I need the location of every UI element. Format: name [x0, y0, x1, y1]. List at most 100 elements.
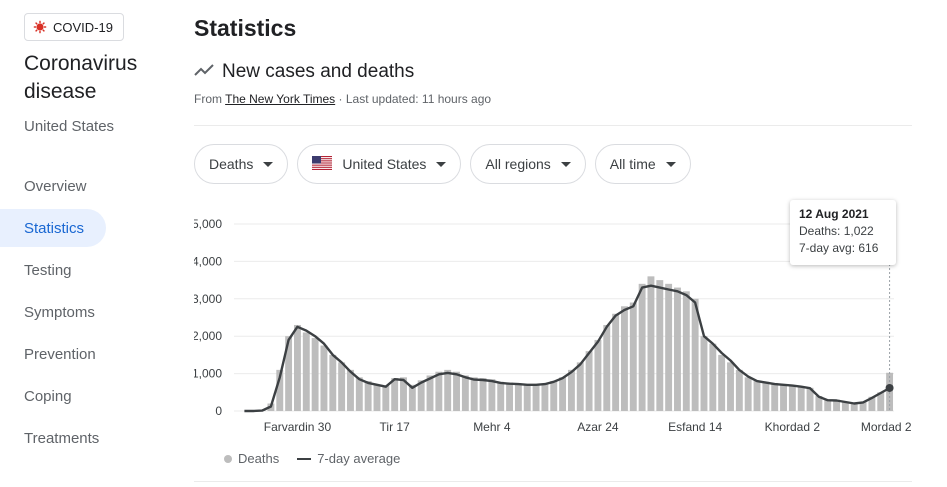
bar-deaths [488, 379, 496, 411]
metric-dropdown-label: Deaths [209, 156, 254, 172]
bar-deaths [841, 401, 849, 411]
bar-deaths [647, 276, 655, 411]
sidebar: COVID-19 Coronavirus disease United Stat… [0, 0, 160, 487]
bar-deaths [806, 387, 814, 411]
metric-dropdown[interactable]: Deaths [194, 144, 289, 184]
country-dropdown[interactable]: United States [297, 144, 462, 184]
y-tick-label: 5,000 [194, 217, 222, 231]
bar-deaths [780, 384, 787, 411]
bar-deaths [435, 371, 443, 411]
bar-deaths [603, 324, 611, 411]
chart-svg: 0 1,000 2,000 3,000 4,000 5,000 Farvardin 30 Ti… [192, 204, 919, 434]
sidebar-item-overview[interactable]: Overview [24, 177, 87, 195]
chart-tooltip: 12 Aug 2021 Deaths: 1,022 7-day avg: 616 [790, 200, 896, 265]
bar-deaths [559, 377, 567, 411]
bar-deaths [391, 378, 399, 411]
bar-deaths [532, 384, 540, 411]
bar-deaths [311, 338, 319, 411]
sidebar-item-testing[interactable]: Testing [24, 261, 72, 279]
caret-down-icon [560, 161, 571, 167]
bar-deaths [665, 283, 673, 411]
bar-deaths [453, 371, 460, 411]
y-tick-label: 0 [215, 404, 222, 418]
bar-deaths [373, 384, 381, 411]
sidebar-item-treatments[interactable]: Treatments [24, 429, 100, 447]
bar-deaths [408, 384, 416, 411]
bar-deaths [691, 298, 699, 411]
sidebar-item-coping[interactable]: Coping [24, 387, 72, 405]
sidebar-item-prevention[interactable]: Prevention [24, 345, 96, 363]
bar-deaths [850, 402, 858, 411]
line-7day-average [244, 284, 891, 413]
country-label: United States [24, 118, 115, 135]
bar-deaths [620, 306, 628, 411]
bar-deaths [594, 339, 602, 411]
hover-point [885, 383, 894, 392]
tooltip-date: 12 Aug 2021 [799, 207, 869, 221]
tooltip-average: 7-day avg: 616 [799, 241, 879, 255]
sidebar-item-symptoms[interactable]: Symptoms [24, 303, 95, 321]
bar-deaths [479, 378, 487, 411]
bar-deaths [461, 375, 469, 411]
bar-deaths [426, 375, 434, 411]
disease-title: Coronavirus disease [24, 52, 138, 103]
trending-icon [194, 63, 214, 82]
bar-deaths [612, 313, 620, 411]
bar-deaths [877, 392, 885, 411]
section-title: New cases and deaths [222, 61, 415, 82]
legend-label-average: 7-day average [317, 451, 401, 466]
legend-label-deaths: Deaths [238, 451, 280, 466]
bar-deaths [523, 384, 531, 411]
bar-deaths [329, 354, 337, 411]
bar-deaths [364, 381, 372, 411]
bar-deaths [347, 369, 354, 411]
x-tick-label: Azar 24 [577, 420, 619, 434]
last-updated: · Last updated: 11 hours ago [338, 92, 492, 106]
region-dropdown-label: All regions [485, 156, 551, 172]
bar-deaths [541, 384, 549, 411]
time-dropdown[interactable]: All time [594, 144, 691, 184]
bar-deaths [727, 362, 734, 411]
bar-deaths [417, 380, 425, 411]
x-tick-label: Khordad 2 [765, 420, 821, 434]
bar-deaths [762, 381, 770, 411]
divider [194, 481, 912, 482]
bar-deaths [497, 381, 505, 411]
x-tick-label: Tir 17 [380, 420, 411, 434]
bar-deaths [700, 336, 708, 411]
bar-deaths [338, 362, 346, 411]
region-dropdown[interactable]: All regions [470, 144, 586, 184]
covid-chip[interactable]: COVID-19 [24, 13, 124, 41]
bar-deaths [400, 377, 407, 411]
bar-deaths [797, 386, 805, 411]
caret-down-icon [665, 161, 676, 167]
caret-down-icon [436, 161, 447, 167]
bar-deaths [567, 369, 575, 411]
x-tick-label: Farvardin 30 [264, 420, 332, 434]
bar-deaths [815, 396, 823, 411]
legend-item-average: 7-day average [297, 451, 400, 466]
bar-deaths [868, 396, 876, 411]
page-title: Statistics [194, 15, 297, 41]
bar-deaths [320, 345, 328, 411]
bar-deaths [293, 324, 301, 411]
bar-deaths [629, 302, 637, 411]
bar-deaths [824, 399, 832, 411]
x-tick-label: Esfand 14 [668, 420, 722, 434]
caret-down-icon [263, 161, 274, 167]
us-flag-icon [312, 155, 333, 173]
bar-deaths [638, 283, 646, 411]
time-dropdown-label: All time [609, 156, 656, 172]
country-dropdown-label: United States [342, 156, 427, 172]
legend-swatch-deaths [224, 454, 232, 463]
source-line: From The New York Times · Last updated: … [194, 92, 491, 106]
sidebar-item-statistics[interactable]: Statistics [0, 209, 106, 247]
source-link[interactable]: The New York Times [225, 92, 336, 106]
y-tick-label: 2,000 [194, 329, 222, 343]
bar-deaths [771, 382, 779, 411]
bar-deaths [744, 377, 752, 411]
chart[interactable]: 0 1,000 2,000 3,000 4,000 5,000 Farvardin 30 Ti… [192, 200, 919, 440]
x-tick-label: Mehr 4 [473, 420, 511, 434]
bar-deaths [355, 377, 363, 411]
bar-deaths [674, 287, 681, 411]
